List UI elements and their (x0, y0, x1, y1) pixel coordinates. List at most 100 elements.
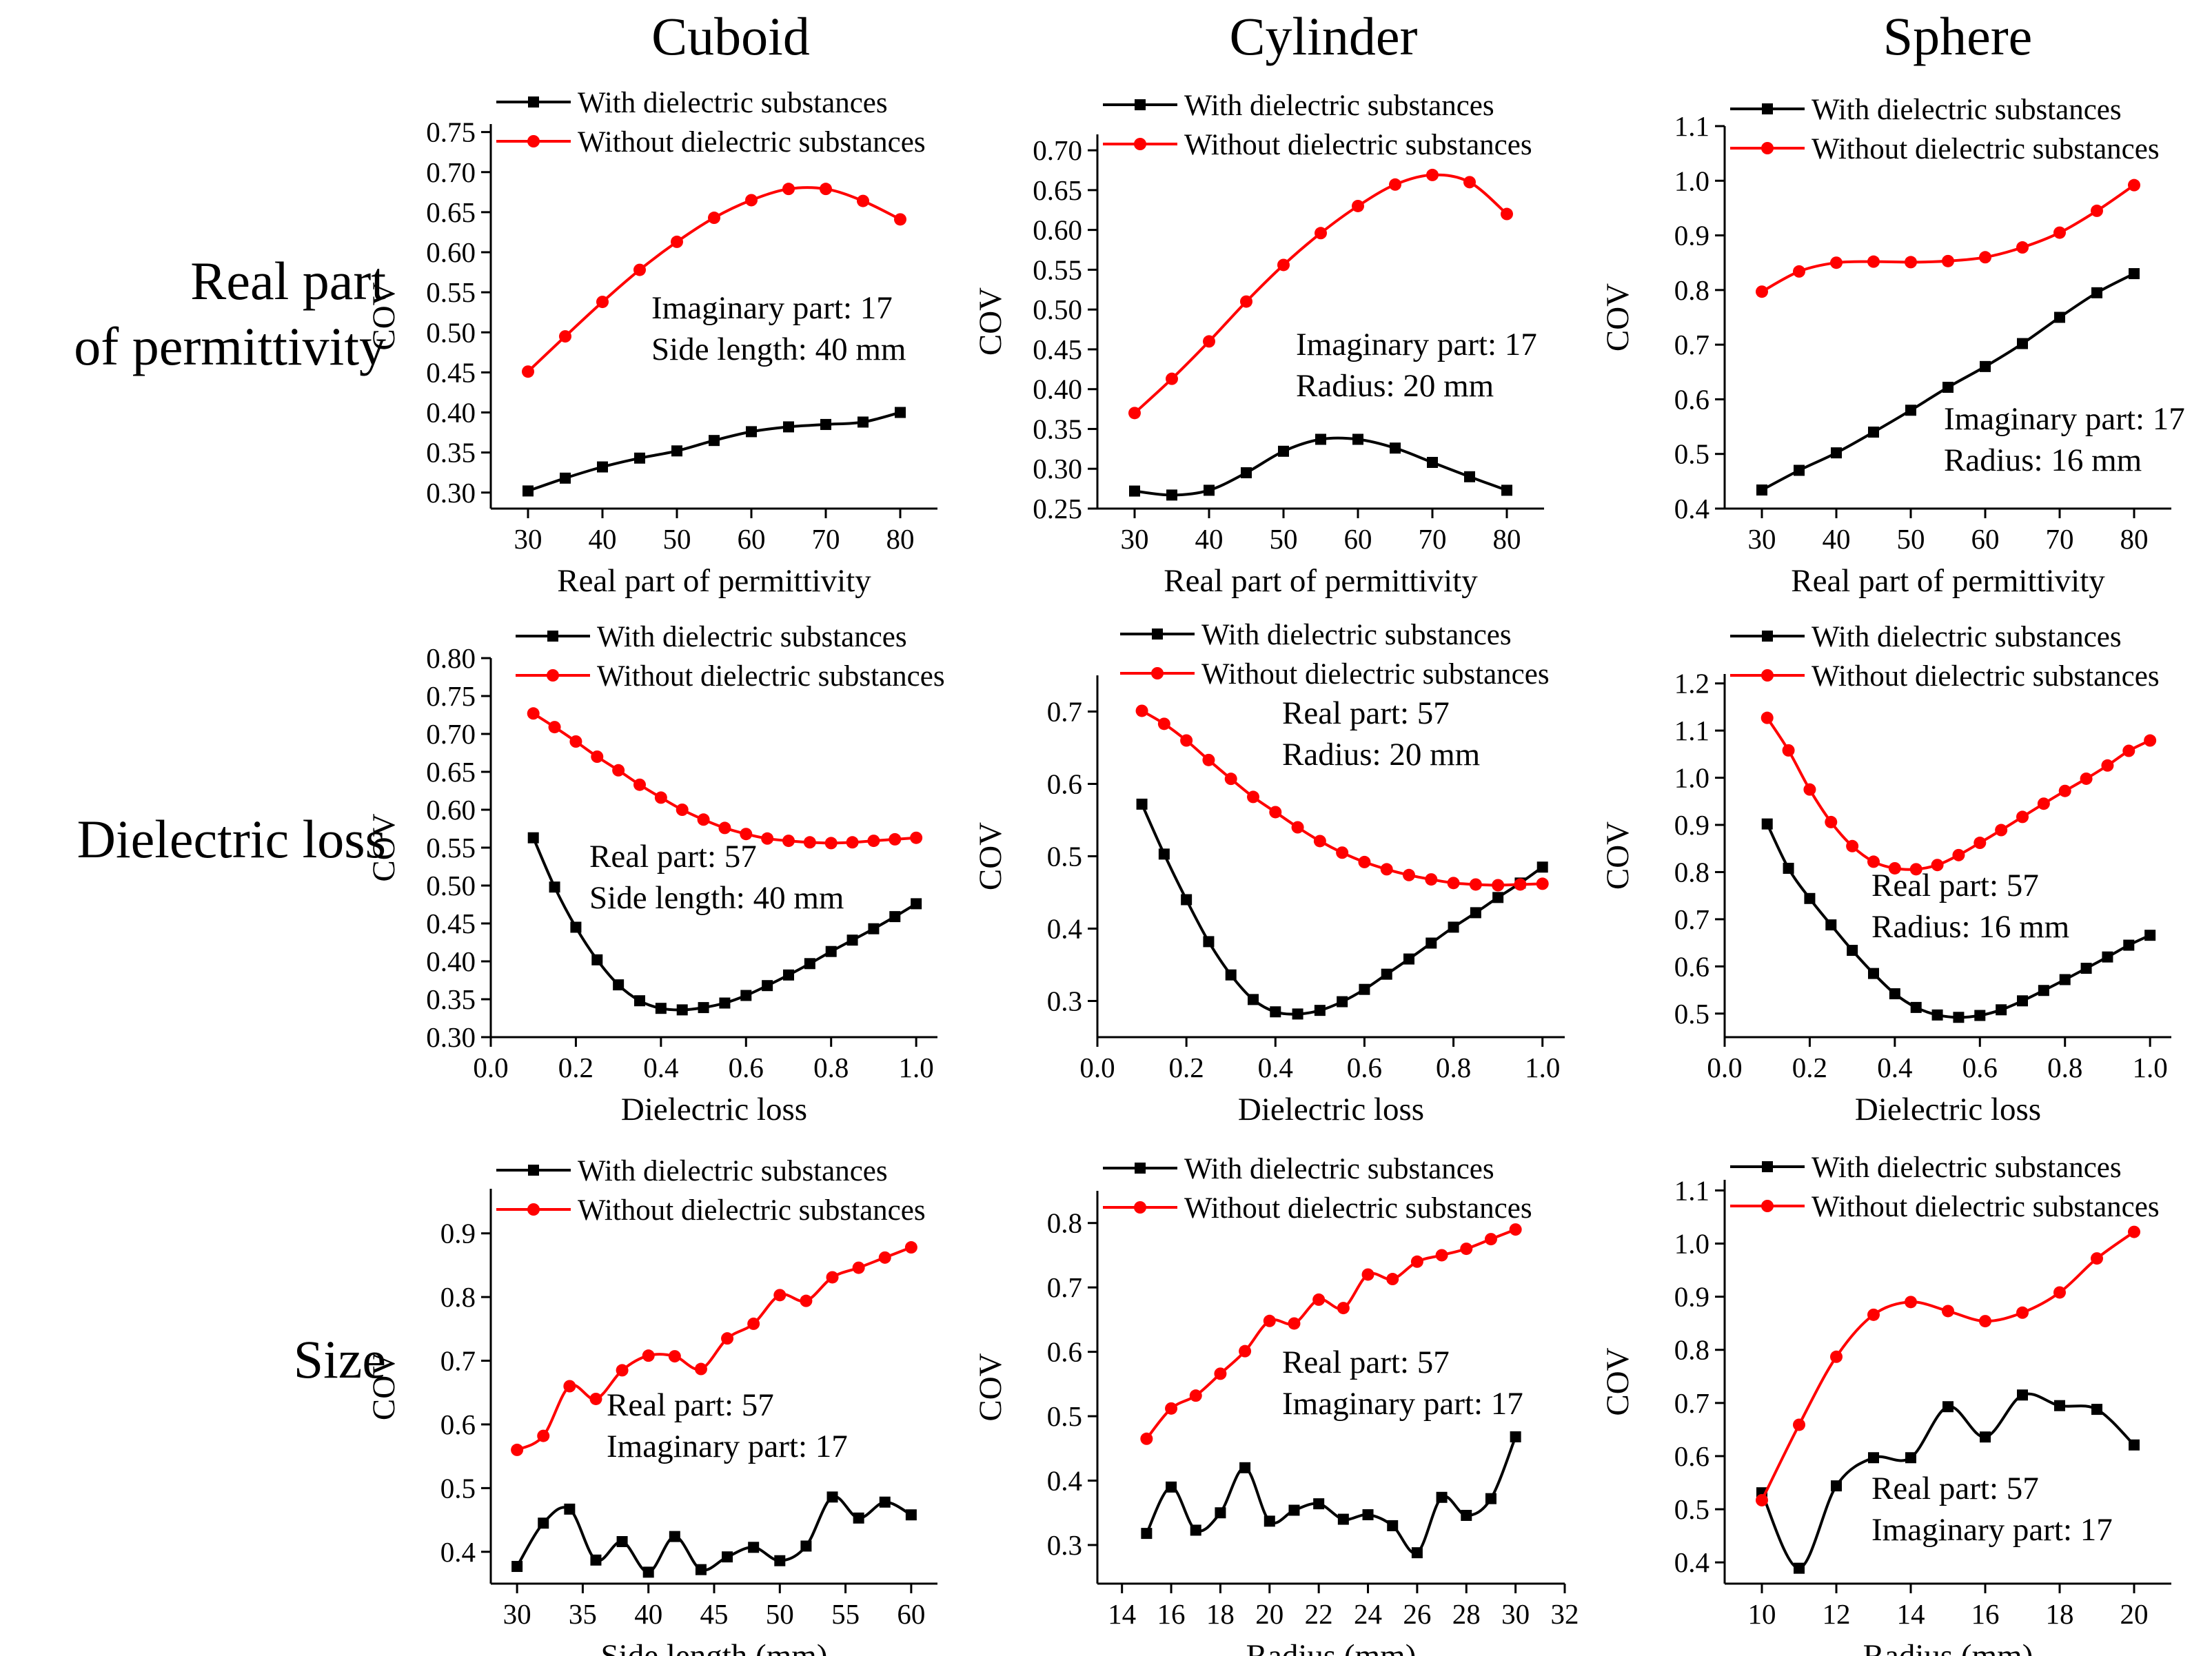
legend-label-with: With dielectric substances (1201, 619, 1512, 651)
data-point-with (719, 997, 731, 1009)
x-tick-label: 22 (1305, 1598, 1333, 1630)
x-tick-label: 0.0 (1079, 1052, 1115, 1083)
x-tick-label: 20 (2120, 1598, 2149, 1630)
x-tick-label: 0.8 (2047, 1052, 2082, 1083)
data-point-with (1239, 1462, 1251, 1473)
data-point-without (642, 1349, 655, 1362)
chart-panel-r0c2: 0.4 0.5 0.6 0.7 0.8 0.9 1.0 1.1 30 40 50 60 70 80 Real… (1600, 94, 2185, 599)
x-axis-title: Dielectric loss (621, 1092, 807, 1127)
data-point-with (2017, 995, 2028, 1007)
data-point-without (596, 296, 609, 309)
annotation-text: Real part: 57 (1871, 868, 2039, 903)
data-point-without (1782, 744, 1795, 757)
row-label-dielectric-loss-text: Dielectric loss (77, 809, 386, 869)
row-label-size-text: Size (293, 1329, 386, 1389)
data-point-with (1910, 1001, 1922, 1013)
data-point-with (1905, 1452, 1916, 1464)
x-axis-title: Radius (mm) (1246, 1638, 1417, 1656)
legend-label-without: Without dielectric substances (578, 1194, 926, 1227)
y-tick-label: 0.60 (426, 794, 476, 826)
series-line-with (527, 411, 901, 493)
x-tick-label: 30 (514, 523, 542, 555)
data-point-without (708, 212, 720, 225)
y-tick-label: 0.8 (1674, 1334, 1709, 1366)
y-axis-title: COV (366, 1352, 402, 1420)
x-tick-label: 14 (1897, 1598, 1925, 1630)
annotation-text: Radius: 20 mm (1282, 737, 1480, 773)
data-point-without (559, 330, 571, 343)
data-point-without (2122, 744, 2135, 757)
data-point-with (1868, 968, 1879, 979)
data-point-with (800, 1540, 812, 1552)
data-point-with (2144, 930, 2156, 941)
data-point-without (1425, 873, 1438, 886)
data-point-with (1804, 892, 1816, 904)
legend-marker (1134, 138, 1146, 150)
data-point-with (695, 1564, 707, 1575)
data-point-with (1352, 433, 1363, 445)
x-tick-label: 55 (831, 1598, 860, 1630)
data-point-without (1277, 258, 1290, 272)
y-tick-label: 0.30 (426, 477, 476, 509)
x-tick-label: 80 (1493, 523, 1521, 555)
legend-marker (547, 669, 559, 682)
data-point-with (1980, 1431, 1991, 1443)
data-point-without (1239, 1345, 1252, 1358)
data-point-without (1291, 821, 1304, 834)
legend-marker (1762, 631, 1773, 642)
data-point-without (591, 750, 604, 763)
y-tick-label: 0.7 (1047, 696, 1082, 728)
data-point-with (748, 1542, 760, 1553)
x-tick-label: 0.2 (558, 1052, 593, 1083)
legend-marker (528, 1165, 539, 1176)
x-tick-label: 40 (634, 1598, 662, 1630)
x-tick-label: 70 (1419, 523, 1447, 555)
data-point-with (783, 421, 794, 433)
x-tick-label: 18 (2046, 1598, 2074, 1630)
legend-label-with: With dielectric substances (578, 1155, 888, 1187)
data-point-with (2017, 1389, 2028, 1401)
data-point-without (2101, 759, 2114, 772)
y-tick-label: 0.5 (1047, 1400, 1082, 1432)
data-point-without (1203, 335, 1215, 348)
legend-label-without: Without dielectric substances (1812, 1191, 2160, 1223)
data-point-without (1435, 1249, 1448, 1262)
y-tick-label: 0.55 (426, 832, 476, 863)
y-tick-label: 1.0 (1674, 762, 1709, 794)
y-tick-label: 0.9 (1674, 809, 1709, 841)
y-tick-label: 0.55 (426, 276, 476, 308)
data-point-with (1783, 862, 1794, 874)
legend-marker (528, 96, 539, 108)
data-point-without (1979, 1315, 1991, 1328)
data-point-without (2128, 178, 2140, 192)
legend-label-with: With dielectric substances (1184, 90, 1494, 122)
data-point-with (1292, 1008, 1303, 1020)
data-point-without (522, 365, 534, 378)
data-point-without (878, 1251, 891, 1264)
legend-marker (1135, 99, 1146, 110)
data-point-without (1492, 879, 1505, 892)
data-point-with (1931, 1009, 1943, 1021)
x-tick-label: 18 (1206, 1598, 1235, 1630)
y-tick-label: 0.45 (1033, 334, 1082, 365)
data-point-without (867, 835, 880, 848)
column-title-cylinder: Cylinder (1229, 6, 1418, 66)
y-tick-label: 1.1 (1674, 1174, 1709, 1206)
data-point-with (1141, 1528, 1153, 1540)
series-line-without (1766, 717, 2151, 871)
data-point-with (825, 945, 837, 957)
x-tick-label: 60 (1344, 523, 1372, 555)
legend-label-without: Without dielectric substances (1184, 1192, 1532, 1225)
x-tick-label: 30 (1748, 523, 1776, 555)
y-tick-label: 0.60 (426, 236, 476, 268)
data-point-without (2128, 1225, 2140, 1238)
row-label-dielectric-loss: Dielectric loss (0, 806, 386, 872)
chart-panel-r0c0: 0.30 0.35 0.40 0.45 0.50 0.55 0.60 0.65 0.70 0.75… (366, 87, 937, 599)
x-tick-label: 30 (1501, 1598, 1530, 1630)
x-tick-label: 0.6 (1962, 1052, 1998, 1083)
data-point-without (1157, 717, 1170, 730)
data-point-with (1166, 489, 1177, 501)
data-point-without (654, 791, 667, 804)
y-tick-label: 0.8 (1674, 274, 1709, 306)
x-tick-label: 1.0 (1525, 1052, 1560, 1083)
